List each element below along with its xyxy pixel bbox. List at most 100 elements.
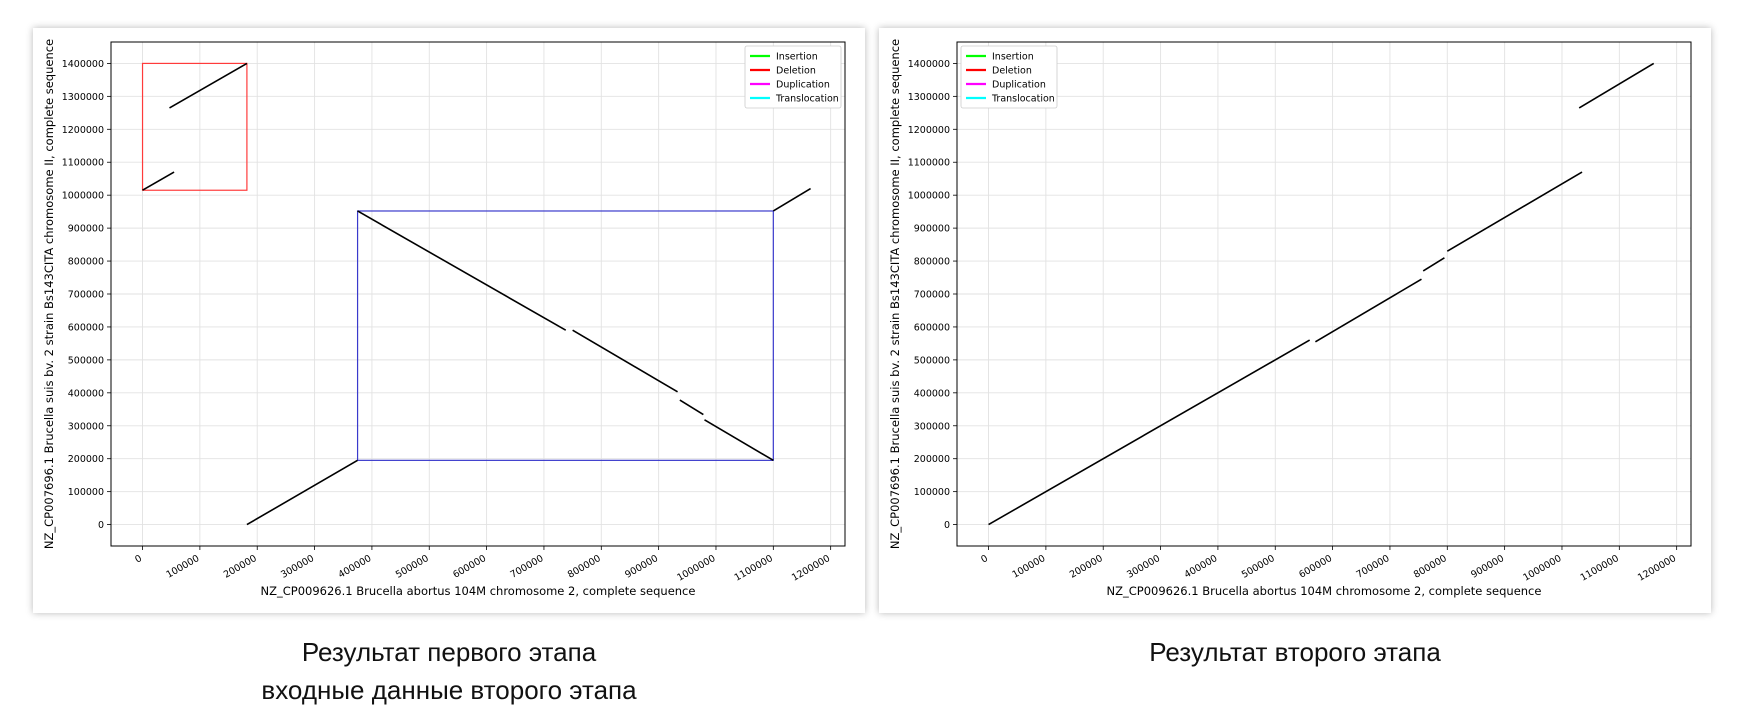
y-tick-label: 1100000 (62, 158, 104, 169)
y-tick-label: 800000 (68, 257, 104, 268)
y-tick-label: 200000 (914, 454, 950, 465)
grid (957, 42, 1691, 546)
y-tick-label: 1200000 (62, 125, 104, 136)
alignment-segment (679, 399, 704, 416)
alignment-segment (704, 419, 774, 462)
legend-box (960, 45, 1058, 109)
alignment-segment (572, 329, 678, 393)
x-axis-label: NZ_CP009626.1 Brucella abortus 104M chro… (261, 584, 696, 598)
alignment-segment (772, 187, 812, 212)
y-tick-label: 900000 (68, 224, 104, 235)
alignment-segment (142, 171, 175, 191)
legend-label: Translocation (775, 94, 839, 105)
x-tick-label: 500000 (394, 553, 431, 581)
x-tick-label: 1000000 (675, 553, 717, 584)
x-tick-label: 0 (133, 553, 144, 566)
x-tick-label: 200000 (222, 553, 259, 581)
highlight-box (356, 210, 774, 461)
x-tick-label: 500000 (1240, 553, 1277, 581)
y-tick-label: 200000 (68, 454, 104, 465)
dot-plot-first-stage: 0 100000 200000 300000 400000 500000 600000 700… (42, 39, 846, 598)
x-tick-label: 700000 (509, 553, 546, 581)
y-tick-label: 400000 (914, 388, 950, 399)
y-tick-label: 1300000 (62, 92, 104, 103)
alignment-segment (1446, 171, 1583, 252)
y-tick-label: 0 (98, 520, 104, 531)
x-tick-label: 1000000 (1521, 553, 1563, 584)
caption-first-stage-line-1: Результат первого этапа (301, 637, 597, 667)
caption-first-stage: Результат первого этапа входные данные в… (33, 633, 865, 709)
alignment-segment (357, 210, 567, 331)
x-tick-label: 600000 (451, 553, 488, 581)
y-tick-label: 1200000 (908, 125, 950, 136)
y-axis-label: NZ_CP007696.1 Brucella suis bv. 2 strain… (888, 39, 902, 549)
x-tick-label: 300000 (1125, 553, 1162, 581)
y-tick-label: 100000 (68, 487, 104, 498)
y-tick-label: 900000 (914, 224, 950, 235)
y-tick-label: 500000 (68, 355, 104, 366)
legend-label: Deletion (776, 66, 816, 77)
caption-second-stage: Результат второго этапа (879, 633, 1711, 671)
y-tick-label: 600000 (68, 322, 104, 333)
x-tick-label: 600000 (1297, 553, 1334, 581)
plot-frame (956, 41, 1692, 547)
x-axis: 0 100000 200000 300000 400000 500000 600000 700… (133, 546, 832, 584)
y-axis: 0 100000 200000 300000 400000 500000 600000 700… (908, 59, 957, 531)
y-tick-label: 1300000 (908, 92, 950, 103)
y-axis: 0 100000 200000 300000 400000 500000 600000 700… (62, 59, 111, 531)
x-tick-label: 800000 (566, 553, 603, 581)
alignment-segment (246, 459, 358, 526)
chart-panel-first-stage: 0 100000 200000 300000 400000 500000 600000 700… (33, 28, 865, 613)
y-tick-label: 0 (944, 520, 950, 531)
y-tick-label: 100000 (914, 487, 950, 498)
y-tick-label: 1000000 (908, 191, 950, 202)
alignment-segment (1578, 62, 1655, 109)
y-tick-label: 800000 (914, 257, 950, 268)
alignment-segment (1314, 278, 1422, 343)
caption-first-stage-line-2: входные данные второго этапа (261, 675, 637, 705)
x-tick-label: 100000 (164, 553, 201, 581)
x-tick-label: 300000 (279, 553, 316, 581)
legend: Insertion Deletion Duplication Translocatio… (960, 45, 1058, 109)
x-tick-label: 700000 (1355, 553, 1392, 581)
x-tick-label: 100000 (1010, 553, 1047, 581)
y-tick-label: 700000 (914, 290, 950, 301)
y-axis-label: NZ_CP007696.1 Brucella suis bv. 2 strain… (42, 39, 56, 549)
y-tick-label: 1400000 (62, 59, 104, 70)
y-tick-label: 1000000 (62, 191, 104, 202)
x-tick-label: 900000 (623, 553, 660, 581)
y-tick-label: 300000 (68, 421, 104, 432)
legend-label: Duplication (992, 80, 1046, 91)
y-tick-label: 300000 (914, 421, 950, 432)
x-tick-label: 1200000 (1636, 553, 1678, 584)
alignment-segment (988, 339, 1311, 526)
y-tick-label: 500000 (914, 355, 950, 366)
legend-box (744, 45, 842, 109)
x-axis: 0 100000 200000 300000 400000 500000 600000 700… (979, 546, 1678, 584)
legend: Insertion Deletion Duplication Translocatio… (744, 45, 842, 109)
y-tick-label: 1400000 (908, 59, 950, 70)
legend-label: Insertion (776, 52, 818, 63)
x-tick-label: 0 (979, 553, 990, 566)
x-tick-label: 1100000 (1579, 553, 1621, 584)
alignment-segment (1422, 257, 1445, 272)
legend-label: Deletion (992, 66, 1032, 77)
x-tick-label: 800000 (1412, 553, 1449, 581)
x-axis-label: NZ_CP009626.1 Brucella abortus 104M chro… (1107, 584, 1542, 598)
highlight-box (141, 62, 248, 191)
chart-panel-second-stage: 0 100000 200000 300000 400000 500000 600000 700… (879, 28, 1711, 613)
legend-label: Duplication (776, 80, 830, 91)
x-tick-label: 1200000 (790, 553, 832, 584)
x-tick-label: 900000 (1469, 553, 1506, 581)
x-tick-label: 400000 (337, 553, 374, 581)
y-tick-label: 400000 (68, 388, 104, 399)
alignment-segment (169, 62, 248, 109)
grid (111, 42, 845, 546)
y-tick-label: 1100000 (908, 158, 950, 169)
legend-label: Insertion (992, 52, 1034, 63)
y-tick-label: 600000 (914, 322, 950, 333)
plot-frame (110, 41, 846, 547)
legend-label: Translocation (991, 94, 1055, 105)
x-tick-label: 200000 (1068, 553, 1105, 581)
x-tick-label: 1100000 (733, 553, 775, 584)
